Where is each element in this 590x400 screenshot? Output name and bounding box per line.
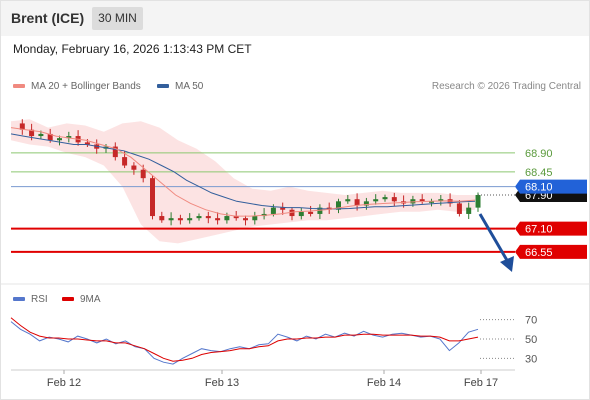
candle-body (19, 123, 25, 130)
candle-body (122, 157, 128, 166)
candle-body (429, 201, 434, 203)
legend-ma20-bollinger: MA 20 + Bollinger Bands (13, 81, 141, 92)
candle-body (475, 195, 481, 208)
rsi-tick-label: 50 (525, 334, 537, 346)
candle-body (215, 218, 221, 221)
candle-body (345, 199, 351, 202)
candle-body (38, 133, 44, 137)
legend-swatch-9ma (62, 297, 74, 302)
header-bar: Brent (ICE) 30 MIN (0, 0, 590, 36)
candle-body (177, 218, 183, 221)
forecast-arrow-head (500, 256, 514, 272)
legend-9ma: 9MA (62, 294, 101, 305)
candle-body (270, 207, 276, 214)
support-tag: 67.10 (515, 221, 587, 236)
candle-body (159, 216, 165, 221)
timeframe-button[interactable]: 30 MIN (92, 7, 143, 30)
rsi-tick-label: 70 (525, 315, 537, 327)
ma20-line (10, 127, 476, 217)
candle-body (298, 211, 304, 217)
legend-rsi: RSI (13, 294, 48, 305)
candle-body (391, 197, 397, 202)
support-tag-text: 66.55 (525, 247, 553, 259)
candle-body (187, 218, 193, 221)
candle-body (336, 201, 341, 210)
candle-body (47, 133, 53, 141)
time-tick-label: Feb 17 (464, 377, 498, 389)
candle-body (224, 216, 230, 221)
candle-body (29, 129, 35, 137)
time-tick-label: Feb 13 (205, 377, 239, 389)
bollinger-band-area (11, 119, 475, 244)
candle-body (363, 201, 369, 206)
time-tick-label: Feb 12 (47, 377, 81, 389)
legend-label-ma50: MA 50 (175, 81, 204, 92)
rsi-line (10, 321, 479, 365)
time-tick-label: Feb 14 (367, 377, 401, 389)
candle-body (466, 207, 472, 214)
support-tag-bg (515, 244, 587, 259)
instrument-title: Brent (ICE) (11, 10, 85, 26)
pivot-tag-bg (515, 179, 587, 194)
candle-body (112, 146, 118, 158)
candle-body (280, 207, 286, 210)
legend-label-ma20: MA 20 + Bollinger Bands (31, 81, 141, 92)
legend-swatch-rsi (13, 297, 25, 302)
candle-body (382, 197, 388, 200)
candle-body (233, 216, 239, 219)
forecast-arrow-shaft (478, 213, 510, 263)
candle-body (438, 199, 444, 202)
legend-label-9ma: 9MA (80, 294, 101, 305)
candle-body (196, 216, 202, 219)
candle-body (131, 165, 137, 170)
support-tag: 66.55 (515, 244, 587, 259)
candle-body (252, 216, 258, 221)
candle-body (243, 218, 248, 221)
resistance-label: 68.90 (525, 148, 553, 160)
candle-body (168, 218, 174, 221)
candle-body (317, 207, 323, 214)
support-tag-text: 67.10 (525, 224, 553, 236)
support-tag-bg (515, 221, 587, 236)
pivot-tag: 68.10 (515, 179, 587, 194)
candle-body (205, 216, 211, 219)
legend-swatch-ma50 (157, 84, 169, 89)
rsi-ma9-line (10, 317, 479, 362)
candle-body (84, 142, 90, 145)
candle-body (373, 199, 379, 202)
candle-body (308, 211, 314, 214)
legend-ma50: MA 50 (157, 81, 203, 92)
research-credit: Research © 2026 Trading Central (431, 81, 581, 92)
candle-body (354, 199, 360, 206)
legend-label-rsi: RSI (31, 294, 48, 305)
candle-body (57, 138, 62, 141)
resistance-label: 68.45 (525, 167, 553, 179)
candle-body (419, 199, 425, 202)
candle-body (66, 136, 72, 139)
ma50-line (10, 133, 476, 210)
pivot-tag-text: 68.10 (525, 182, 553, 194)
candle-body (289, 209, 295, 217)
candle-body (410, 199, 416, 204)
legend-swatch-ma20 (13, 84, 25, 89)
rsi-tick-label: 30 (525, 353, 537, 365)
candle-body (456, 203, 462, 214)
candle-body (140, 169, 146, 179)
chart-datetime: Monday, February 16, 2026 1:13:43 PM CET (13, 42, 252, 56)
candle-body (150, 178, 155, 217)
